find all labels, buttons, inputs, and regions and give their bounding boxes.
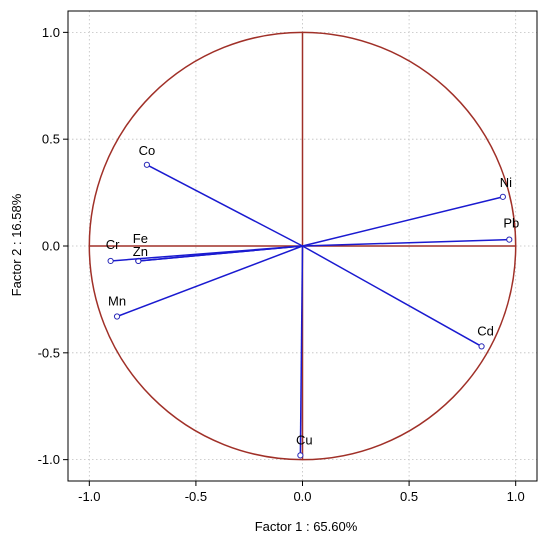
point-label-zn: Zn <box>133 244 148 259</box>
vector-pb <box>302 238 510 247</box>
axis-ticks: -1.0 -0.5 0.0 0.5 1.0 1.0 0.5 0.0 -0.5 -1.0 <box>38 25 525 504</box>
point-label-cr: Cr <box>106 237 120 252</box>
y-tick-label-4: -1.0 <box>38 452 60 467</box>
x-axis-title: Factor 1 : 65.60% <box>255 519 358 534</box>
point-ni <box>499 193 506 200</box>
x-tick-label-0: -1.0 <box>78 489 100 504</box>
y-tick-label-1: 0.5 <box>42 132 60 147</box>
x-tick-label-4: 1.0 <box>507 489 525 504</box>
point-cu <box>297 452 304 459</box>
point-label-cd: Cd <box>477 323 494 338</box>
point-label-pb: Pb <box>503 216 519 231</box>
vector-ni <box>302 196 504 247</box>
x-tick-label-1: -0.5 <box>185 489 207 504</box>
loading-vectors <box>107 161 513 459</box>
point-cr <box>107 257 114 265</box>
y-axis-title: Factor 2 : 16.58% <box>9 193 24 296</box>
y-tick-label-3: -0.5 <box>38 345 60 360</box>
x-tick-label-2: 0.0 <box>293 489 311 504</box>
point-label-mn: Mn <box>108 294 126 309</box>
vector-cu <box>299 245 304 456</box>
point-label-co: Co <box>139 143 156 158</box>
x-tick-label-3: 0.5 <box>400 489 418 504</box>
y-tick-label-2: 0.0 <box>42 239 60 254</box>
point-label-fe: Fe <box>133 231 148 246</box>
vector-cr <box>110 245 303 262</box>
point-mn <box>113 313 121 320</box>
vector-co <box>146 164 303 247</box>
point-co <box>143 161 150 168</box>
point-pb <box>506 236 513 243</box>
y-tick-label-0: 1.0 <box>42 25 60 40</box>
point-cd <box>478 343 485 350</box>
vector-cd <box>302 245 482 348</box>
point-label-cu: Cu <box>296 432 313 447</box>
point-label-ni: Ni <box>500 175 512 190</box>
vector-mn <box>116 245 303 318</box>
